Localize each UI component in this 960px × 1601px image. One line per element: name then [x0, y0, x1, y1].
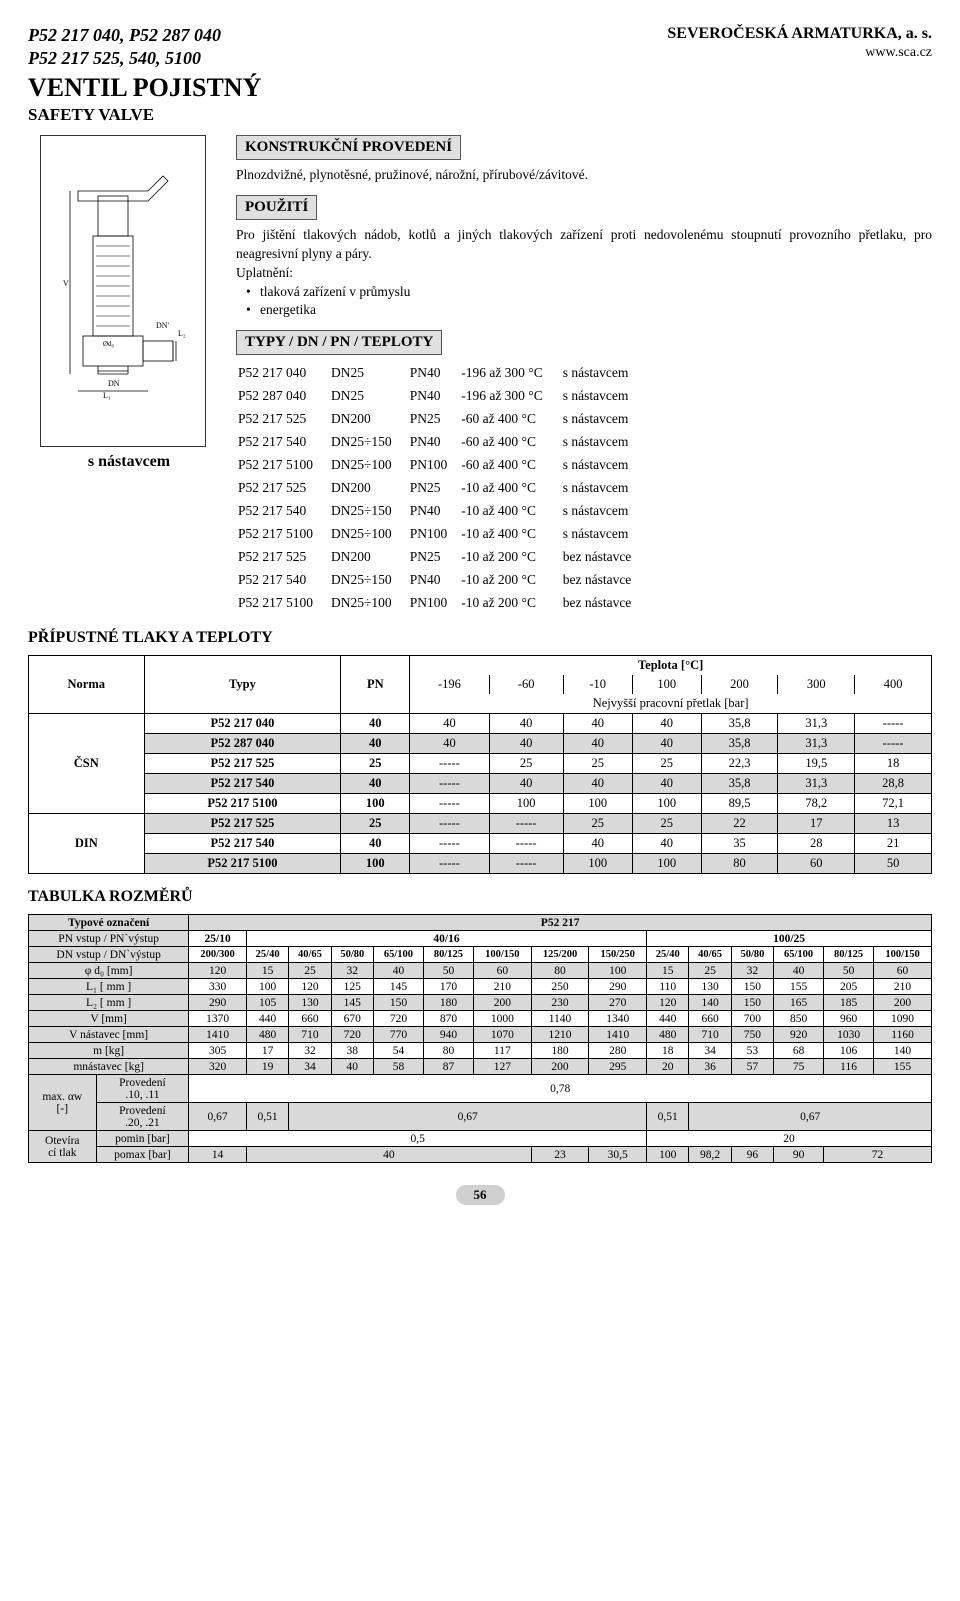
bullet: energetika [260, 301, 932, 320]
types-cell: PN100 [410, 455, 460, 476]
types-cell: DN25÷150 [331, 570, 408, 591]
limits-heading: PŘÍPUSTNÉ TLAKY A TEPLOTY [28, 629, 932, 647]
types-cell: PN100 [410, 524, 460, 545]
types-cell: -10 až 400 °C [461, 524, 561, 545]
types-cell: bez nástavce [563, 593, 648, 614]
diagram-column: DN L₁ V DN' L₂ Ød₀ s nástavcem [28, 135, 218, 615]
svg-text:L₂: L₂ [178, 329, 186, 338]
use-text: Pro jištění tlakových nádob, kotlů a jin… [236, 226, 932, 320]
types-cell: DN25÷150 [331, 432, 408, 453]
svg-text:Ød₀: Ød₀ [103, 340, 115, 348]
types-cell: s nástavcem [563, 501, 648, 522]
types-cell: -10 až 400 °C [461, 501, 561, 522]
header-codes: P52 217 040, P52 287 040 P52 217 525, 54… [28, 24, 221, 69]
types-cell: s nástavcem [563, 386, 648, 407]
dims-heading: TABULKA ROZMĚRŮ [28, 888, 932, 906]
diagram-row: DN L₁ V DN' L₂ Ød₀ s nástavcem KONSTRUKČ… [28, 135, 932, 615]
types-cell: PN25 [410, 409, 460, 430]
types-cell: -196 až 300 °C [461, 363, 561, 384]
types-cell: PN40 [410, 570, 460, 591]
construction-text: Plnozdvižné, plynotěsné, pružinové, náro… [236, 166, 932, 185]
dims-table: Typové označeníP52 217PN vstup / PN`výst… [28, 914, 932, 1163]
types-cell: -10 až 400 °C [461, 478, 561, 499]
uplatneni-label: Uplatnění: [236, 265, 293, 280]
types-cell: PN40 [410, 363, 460, 384]
types-cell: DN200 [331, 478, 408, 499]
use-bullets: tlaková zařízení v průmyslu energetika [260, 283, 932, 321]
construction-label: KONSTRUKČNÍ PROVEDENÍ [236, 135, 461, 160]
types-cell: P52 217 540 [238, 501, 329, 522]
types-cell: P52 217 5100 [238, 524, 329, 545]
types-cell: DN200 [331, 547, 408, 568]
types-cell: P52 217 525 [238, 478, 329, 499]
types-cell: PN40 [410, 432, 460, 453]
types-cell: PN25 [410, 478, 460, 499]
use-label: POUŽITÍ [236, 195, 317, 220]
code-line: P52 217 525, 540, 5100 [28, 47, 221, 70]
types-cell: -10 až 200 °C [461, 570, 561, 591]
types-cell: -10 až 200 °C [461, 593, 561, 614]
page-number-wrap: 56 [28, 1185, 932, 1205]
limits-table: NormaTypyPNTeplota [°C]-196-60-101002003… [28, 655, 932, 874]
types-cell: -60 až 400 °C [461, 432, 561, 453]
types-cell: PN100 [410, 593, 460, 614]
types-cell: DN25÷100 [331, 524, 408, 545]
types-cell: PN25 [410, 547, 460, 568]
types-cell: P52 217 525 [238, 547, 329, 568]
types-cell: -60 až 400 °C [461, 455, 561, 476]
use-para: Pro jištění tlakových nádob, kotlů a jin… [236, 227, 932, 261]
diagram-caption: s nástavcem [40, 453, 218, 471]
sub-title: SAFETY VALVE [28, 105, 932, 125]
bullet: tlaková zařízení v průmyslu [260, 283, 932, 302]
company-url: www.sca.cz [667, 44, 932, 62]
right-column: KONSTRUKČNÍ PROVEDENÍ Plnozdvižné, plyno… [236, 135, 932, 615]
page-header: P52 217 040, P52 287 040 P52 217 525, 54… [28, 24, 932, 69]
types-cell: DN200 [331, 409, 408, 430]
company-name: SEVEROČESKÁ ARMATURKA, a. s. [667, 24, 932, 44]
types-cell: DN25÷100 [331, 593, 408, 614]
types-cell: s nástavcem [563, 409, 648, 430]
types-cell: s nástavcem [563, 455, 648, 476]
types-cell: -10 až 200 °C [461, 547, 561, 568]
types-cell: P52 217 5100 [238, 593, 329, 614]
types-cell: DN25÷150 [331, 501, 408, 522]
svg-text:L₁: L₁ [103, 391, 111, 400]
types-cell: s nástavcem [563, 524, 648, 545]
code-line: P52 217 040, P52 287 040 [28, 24, 221, 47]
header-company: SEVEROČESKÁ ARMATURKA, a. s. www.sca.cz [667, 24, 932, 62]
types-cell: -196 až 300 °C [461, 386, 561, 407]
types-cell: bez nástavce [563, 570, 648, 591]
types-cell: P52 217 040 [238, 363, 329, 384]
valve-svg: DN L₁ V DN' L₂ Ød₀ [48, 146, 198, 436]
types-label: TYPY / DN / PN / TEPLOTY [236, 330, 442, 355]
svg-text:V: V [63, 279, 69, 288]
valve-diagram: DN L₁ V DN' L₂ Ød₀ [40, 135, 206, 447]
types-cell: PN40 [410, 501, 460, 522]
svg-text:DN': DN' [156, 321, 170, 330]
types-cell: s nástavcem [563, 432, 648, 453]
types-cell: P52 287 040 [238, 386, 329, 407]
types-cell: DN25÷100 [331, 455, 408, 476]
svg-text:DN: DN [108, 379, 120, 388]
types-cell: bez nástavce [563, 547, 648, 568]
page-number: 56 [456, 1185, 505, 1205]
types-cell: DN25 [331, 386, 408, 407]
types-cell: P52 217 540 [238, 432, 329, 453]
types-cell: P52 217 540 [238, 570, 329, 591]
types-cell: DN25 [331, 363, 408, 384]
types-cell: PN40 [410, 386, 460, 407]
types-cell: s nástavcem [563, 478, 648, 499]
types-cell: P52 217 5100 [238, 455, 329, 476]
main-title: VENTIL POJISTNÝ [28, 73, 932, 103]
types-cell: P52 217 525 [238, 409, 329, 430]
types-cell: s nástavcem [563, 363, 648, 384]
types-cell: -60 až 400 °C [461, 409, 561, 430]
types-table: P52 217 040DN25PN40-196 až 300 °Cs násta… [236, 361, 649, 615]
